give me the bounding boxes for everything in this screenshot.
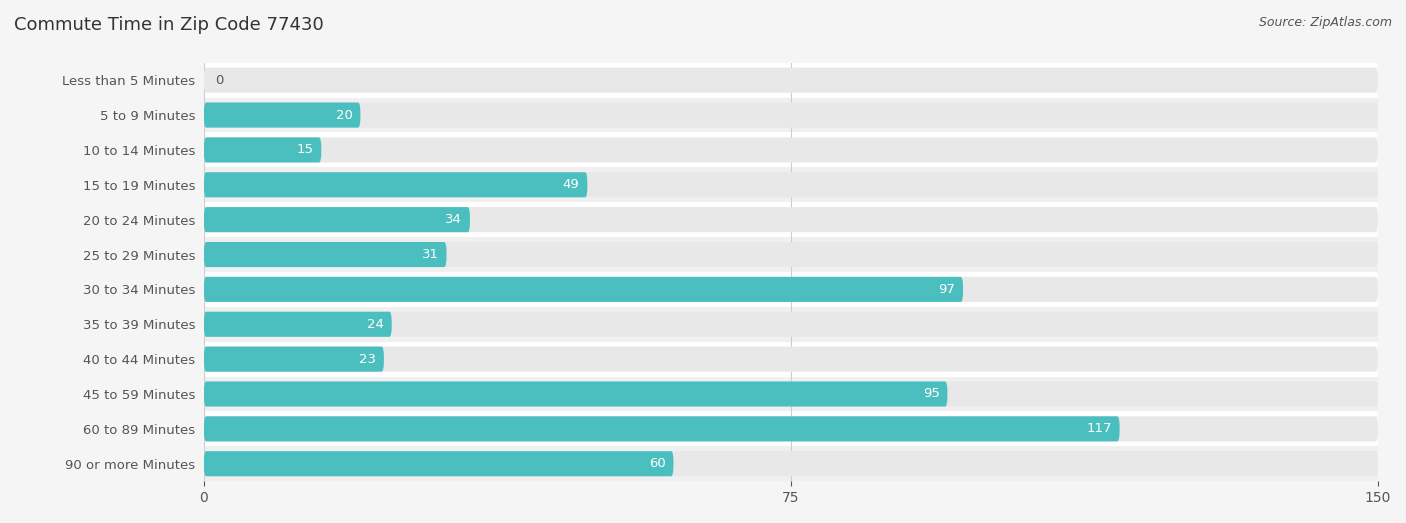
FancyBboxPatch shape xyxy=(204,277,963,302)
FancyBboxPatch shape xyxy=(204,132,1378,167)
FancyBboxPatch shape xyxy=(204,207,1378,232)
Text: 60: 60 xyxy=(650,457,665,470)
FancyBboxPatch shape xyxy=(204,381,948,406)
FancyBboxPatch shape xyxy=(204,377,1378,412)
FancyBboxPatch shape xyxy=(204,138,321,163)
FancyBboxPatch shape xyxy=(204,307,1378,342)
FancyBboxPatch shape xyxy=(204,138,1378,163)
FancyBboxPatch shape xyxy=(204,207,470,232)
FancyBboxPatch shape xyxy=(204,416,1378,441)
Text: 95: 95 xyxy=(922,388,939,401)
Text: 0: 0 xyxy=(215,74,224,87)
Text: 49: 49 xyxy=(562,178,579,191)
Text: 97: 97 xyxy=(938,283,955,296)
FancyBboxPatch shape xyxy=(204,312,392,337)
FancyBboxPatch shape xyxy=(204,347,384,372)
FancyBboxPatch shape xyxy=(204,202,1378,237)
FancyBboxPatch shape xyxy=(204,277,1378,302)
FancyBboxPatch shape xyxy=(204,416,1119,441)
FancyBboxPatch shape xyxy=(204,312,1378,337)
FancyBboxPatch shape xyxy=(204,381,1378,406)
FancyBboxPatch shape xyxy=(204,451,1378,476)
FancyBboxPatch shape xyxy=(204,98,1378,132)
FancyBboxPatch shape xyxy=(204,67,1378,93)
FancyBboxPatch shape xyxy=(204,446,1378,481)
FancyBboxPatch shape xyxy=(204,63,1378,98)
FancyBboxPatch shape xyxy=(204,172,588,197)
FancyBboxPatch shape xyxy=(204,237,1378,272)
FancyBboxPatch shape xyxy=(204,242,1378,267)
FancyBboxPatch shape xyxy=(204,412,1378,446)
Text: 31: 31 xyxy=(422,248,439,261)
Text: 34: 34 xyxy=(446,213,463,226)
FancyBboxPatch shape xyxy=(204,167,1378,202)
FancyBboxPatch shape xyxy=(204,347,1378,372)
FancyBboxPatch shape xyxy=(204,272,1378,307)
Text: Source: ZipAtlas.com: Source: ZipAtlas.com xyxy=(1258,16,1392,29)
FancyBboxPatch shape xyxy=(204,242,447,267)
FancyBboxPatch shape xyxy=(204,172,1378,197)
FancyBboxPatch shape xyxy=(204,451,673,476)
FancyBboxPatch shape xyxy=(204,103,1378,128)
Text: 15: 15 xyxy=(297,143,314,156)
Text: 20: 20 xyxy=(336,109,353,121)
Text: 24: 24 xyxy=(367,318,384,331)
Text: 117: 117 xyxy=(1087,423,1112,435)
FancyBboxPatch shape xyxy=(204,342,1378,377)
Text: Commute Time in Zip Code 77430: Commute Time in Zip Code 77430 xyxy=(14,16,323,33)
FancyBboxPatch shape xyxy=(204,103,360,128)
Text: 23: 23 xyxy=(359,353,375,366)
